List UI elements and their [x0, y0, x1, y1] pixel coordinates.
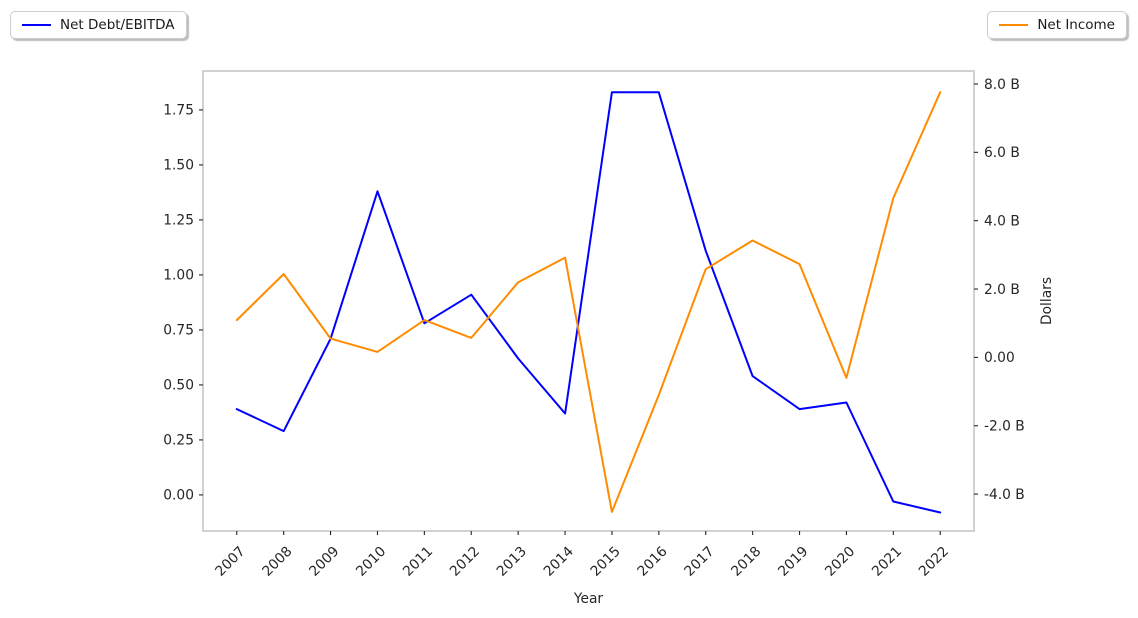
legend-label-net-income: Net Income — [1037, 17, 1115, 33]
net-income-line — [235, 91, 942, 513]
y-axis-right-tick-label: -2.0 B — [984, 419, 1025, 435]
y-axis-left-tick-label: 1.00 — [163, 268, 194, 284]
legend-label-net-debt-ebitda: Net Debt/EBITDA — [60, 17, 175, 33]
x-axis-tick-label: 2022 — [916, 544, 952, 580]
x-axis-tick-label: 2011 — [400, 544, 436, 580]
y-axis-right-tick-label: 0.00 — [984, 350, 1015, 366]
legend-net-debt-ebitda[interactable]: Net Debt/EBITDA — [10, 11, 187, 39]
plot-frame — [202, 70, 975, 532]
y-axis-left-tick-label: 0.50 — [163, 378, 194, 394]
legend-line-sample-blue — [22, 23, 51, 27]
y-axis-left-tick-label: 1.25 — [163, 213, 194, 229]
legend-net-income[interactable]: Net Income — [987, 11, 1127, 39]
y-axis-left-tick-label: 1.50 — [163, 158, 194, 174]
net-debt-ebitda-line — [235, 91, 942, 514]
x-axis-tick-label: 2008 — [259, 544, 295, 580]
x-axis-label: Year — [573, 591, 604, 607]
x-axis-tick-label: 2021 — [869, 544, 905, 580]
y-axis-left-tick-label: 0.00 — [163, 488, 194, 504]
x-axis-tick-label: 2013 — [494, 544, 530, 580]
y-axis-left-tick-label: 0.75 — [163, 323, 194, 339]
x-axis-tick-label: 2018 — [728, 544, 764, 580]
y-axis-right-tick-label: 4.0 B — [984, 213, 1020, 229]
x-axis-tick-label: 2015 — [588, 544, 624, 580]
x-axis-tick-label: 2016 — [635, 544, 671, 580]
y-axis-right-tick-label: 2.0 B — [984, 282, 1020, 298]
x-axis-tick-label: 2014 — [541, 544, 577, 580]
x-axis-tick-label: 2009 — [306, 544, 342, 580]
y-axis-right-tick-label: -4.0 B — [984, 487, 1025, 503]
legend-line-sample-orange — [999, 23, 1029, 27]
x-axis-tick-label: 2012 — [447, 544, 483, 580]
y-axis-left-tick-label: 1.75 — [163, 103, 194, 119]
x-axis-tick-label: 2020 — [822, 544, 858, 580]
y-axis-right-tick-label: 8.0 B — [984, 77, 1020, 93]
x-axis-tick-label: 2007 — [212, 544, 248, 580]
y-axis-right-tick-label: 6.0 B — [984, 145, 1020, 161]
y-axis-right-label: Dollars — [1039, 277, 1055, 325]
x-axis-tick-label: 2010 — [353, 544, 389, 580]
x-axis-tick-label: 2017 — [681, 544, 717, 580]
x-axis-tick-label: 2019 — [775, 544, 811, 580]
y-axis-left-tick-label: 0.25 — [163, 433, 194, 449]
